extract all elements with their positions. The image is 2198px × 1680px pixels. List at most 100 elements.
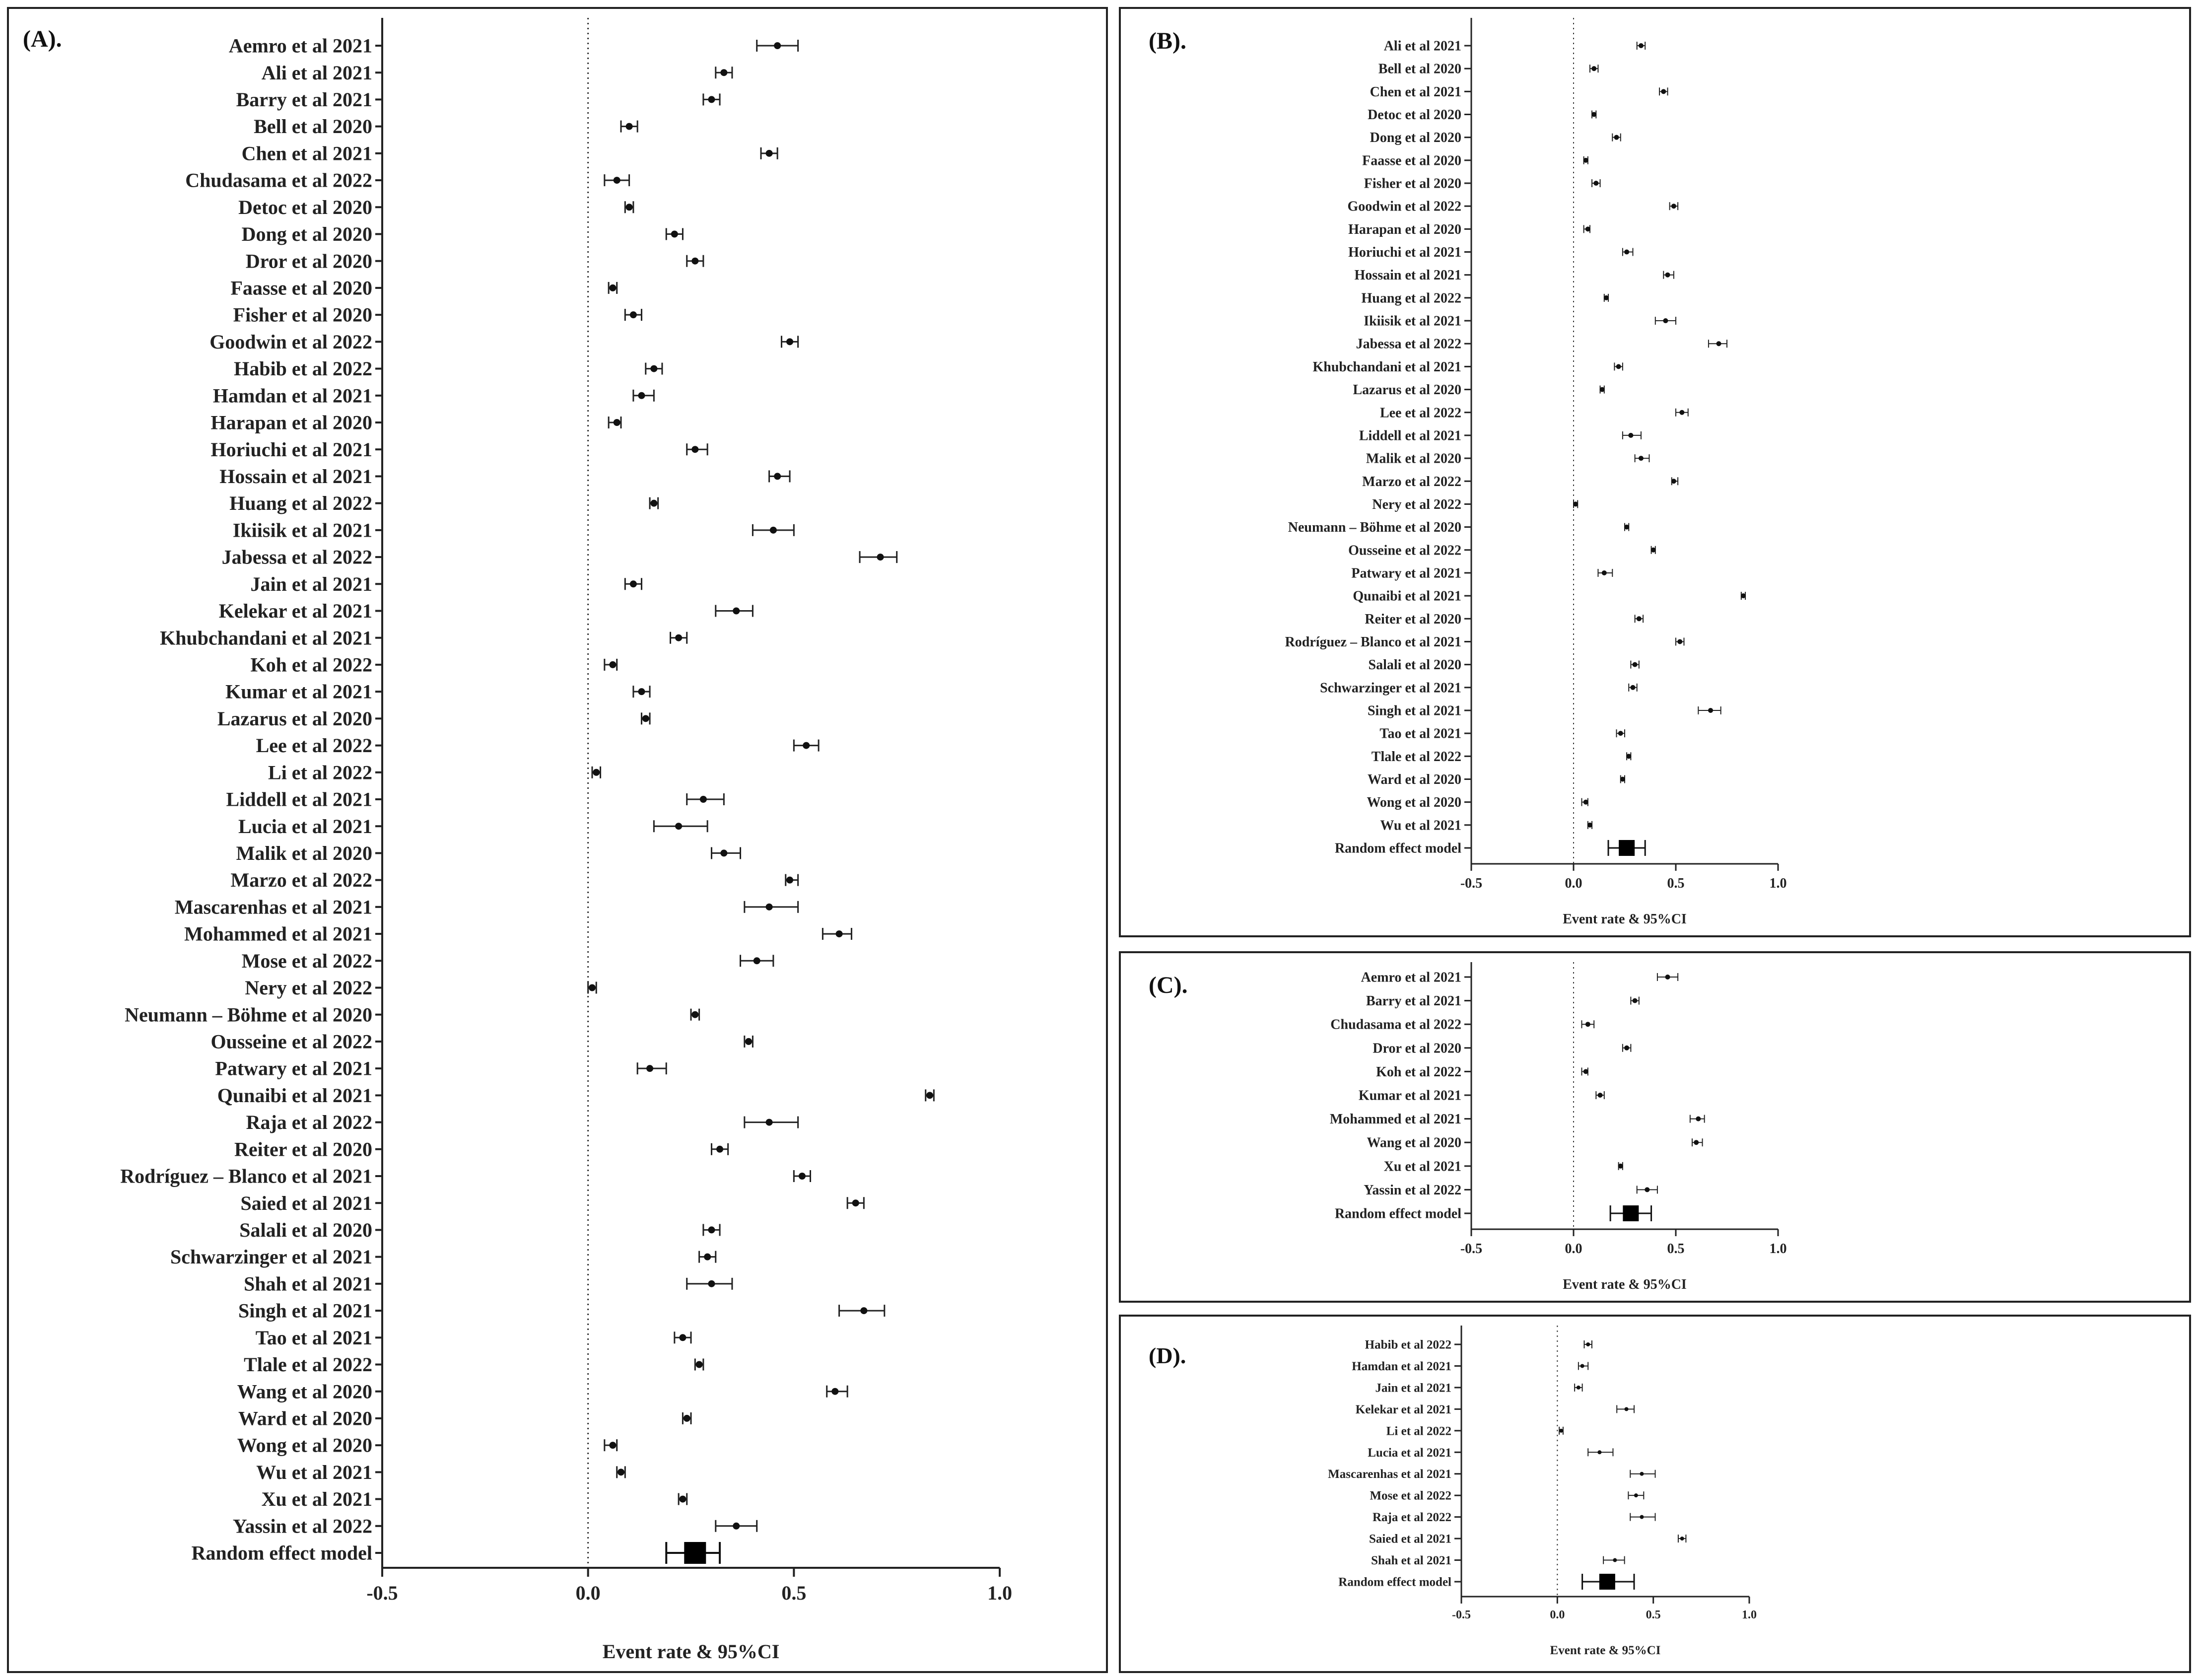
estimate-point-d-1 <box>1580 1364 1584 1368</box>
study-label-b-27: Salali et al 2020 <box>1369 657 1461 673</box>
estimate-point-a-14 <box>613 419 620 426</box>
x-axis-title-c: Event rate & 95%CI <box>1563 1277 1687 1292</box>
estimate-point-b-3 <box>1591 112 1597 117</box>
study-label-c-3: Dror et al 2020 <box>1373 1041 1461 1056</box>
study-label-c-9: Yassin et al 2022 <box>1364 1183 1461 1198</box>
estimate-point-d-2 <box>1576 1385 1580 1390</box>
study-label-a-55: Yassin et al 2022 <box>233 1515 372 1537</box>
estimate-point-b-12 <box>1663 318 1668 324</box>
study-label-a-24: Kumar et al 2021 <box>225 681 372 703</box>
study-label-b-6: Fisher et al 2020 <box>1364 176 1461 192</box>
forest-plot-c: (C). -0.5 0.0 0.5 1.0 Event rate & 95%CI Aemro… <box>1149 962 1787 1292</box>
study-label-a-41: Reiter et al 2020 <box>234 1138 372 1160</box>
panel-label-d: (D). <box>1149 1343 1186 1368</box>
estimate-point-a-20 <box>629 580 637 588</box>
estimate-point-b-21 <box>1624 524 1630 530</box>
estimate-point-a-24 <box>638 688 645 696</box>
study-label-a-35: Nery et al 2022 <box>245 977 372 999</box>
study-label-b-19: Marzo et al 2022 <box>1362 474 1461 490</box>
study-label-a-21: Kelekar et al 2021 <box>219 600 372 622</box>
estimate-point-b-10 <box>1665 272 1670 278</box>
x-tick-label-a-2: 0.5 <box>781 1582 806 1604</box>
study-label-a-11: Goodwin et al 2022 <box>209 331 372 353</box>
study-label-d-10: Shah et al 2021 <box>1371 1554 1451 1567</box>
study-label-a-15: Horiuchi et al 2021 <box>210 438 372 461</box>
study-label-a-54: Xu et al 2021 <box>262 1488 372 1510</box>
study-label-a-36: Neumann – Böhme et al 2020 <box>125 1003 372 1026</box>
study-label-b-4: Dong et al 2020 <box>1370 130 1461 145</box>
x-tick-label-d-3: 1.0 <box>1742 1609 1757 1621</box>
study-label-b-10: Hossain et al 2021 <box>1355 268 1461 283</box>
study-label-a-38: Patwary et al 2021 <box>215 1057 372 1080</box>
study-label-a-39: Qunaibi et al 2021 <box>217 1084 372 1107</box>
study-label-c-7: Wang et al 2020 <box>1367 1135 1461 1151</box>
study-label-b-3: Detoc et al 2020 <box>1368 107 1461 123</box>
study-label-b-12: Ikiisik et al 2021 <box>1364 314 1461 329</box>
estimate-point-b-16 <box>1679 410 1685 415</box>
estimate-point-b-32 <box>1620 776 1625 782</box>
estimate-point-d-4 <box>1559 1428 1564 1433</box>
estimate-point-a-17 <box>650 499 658 507</box>
study-label-d-1: Hamdan et al 2021 <box>1352 1360 1451 1373</box>
summary-label-b: Random effect model <box>1335 841 1461 856</box>
study-label-a-22: Khubchandani et al 2021 <box>160 627 372 649</box>
estimate-point-a-2 <box>708 96 715 103</box>
estimate-point-a-30 <box>720 849 728 857</box>
study-label-b-29: Singh et al 2021 <box>1368 703 1461 718</box>
study-label-b-32: Ward et al 2020 <box>1368 772 1461 787</box>
estimate-point-b-31 <box>1626 754 1632 759</box>
estimate-point-a-48 <box>679 1334 687 1341</box>
estimate-point-a-36 <box>691 1011 699 1018</box>
estimate-point-a-54 <box>679 1495 687 1503</box>
estimate-point-a-55 <box>733 1522 740 1530</box>
x-tick-label-b-3: 1.0 <box>1770 876 1787 891</box>
study-label-a-12: Habib et al 2022 <box>234 357 372 380</box>
estimate-point-a-18 <box>769 526 777 534</box>
study-label-d-4: Li et al 2022 <box>1386 1424 1451 1438</box>
study-label-c-0: Aemro et al 2021 <box>1361 970 1461 985</box>
estimate-point-c-6 <box>1696 1116 1701 1121</box>
study-label-b-16: Lee et al 2022 <box>1380 405 1461 420</box>
estimate-point-a-0 <box>774 42 781 49</box>
estimate-point-a-7 <box>671 230 678 238</box>
x-tick-label-d-1: 0.0 <box>1550 1609 1565 1621</box>
x-tick-label-d-2: 0.5 <box>1646 1609 1661 1621</box>
estimate-point-a-4 <box>765 149 773 157</box>
study-label-b-20: Nery et al 2022 <box>1372 497 1461 512</box>
estimate-point-d-7 <box>1634 1493 1638 1498</box>
study-label-b-28: Schwarzinger et al 2021 <box>1320 680 1461 696</box>
study-label-b-11: Huang et al 2022 <box>1362 290 1461 306</box>
estimate-point-a-22 <box>675 634 683 641</box>
estimate-point-a-1 <box>720 69 728 76</box>
study-label-b-33: Wong et al 2020 <box>1367 795 1461 810</box>
study-label-a-32: Mascarenhas et al 2021 <box>175 896 372 918</box>
study-label-d-9: Saied et al 2021 <box>1369 1533 1451 1546</box>
estimate-point-a-42 <box>798 1173 806 1180</box>
study-label-a-37: Ousseine et al 2022 <box>210 1031 372 1053</box>
forest-panel-c: (C). -0.5 0.0 0.5 1.0 Event rate & 95%CI Aemro… <box>1119 951 2191 1303</box>
study-label-b-8: Harapan et al 2020 <box>1348 222 1461 237</box>
estimate-point-a-50 <box>831 1388 839 1395</box>
study-label-b-2: Chen et al 2021 <box>1370 84 1461 100</box>
study-label-a-5: Chudasama et al 2022 <box>185 169 372 192</box>
estimate-point-b-33 <box>1583 799 1588 805</box>
estimate-point-b-7 <box>1671 204 1676 209</box>
forest-panel-a: (A). -0.5 0.0 0.5 1.0 Event rate & 95%CI Aemro… <box>7 7 1108 1673</box>
estimate-point-b-17 <box>1628 432 1634 438</box>
study-label-d-6: Mascarenhas et al 2021 <box>1328 1468 1451 1481</box>
study-label-b-23: Patwary et al 2021 <box>1351 565 1461 581</box>
estimate-point-a-44 <box>708 1226 715 1234</box>
study-label-a-43: Saied et al 2021 <box>240 1192 372 1214</box>
estimate-point-a-51 <box>683 1414 690 1422</box>
estimate-point-a-19 <box>877 554 884 561</box>
estimate-point-b-14 <box>1616 364 1621 369</box>
estimate-point-a-35 <box>588 984 596 991</box>
estimate-point-a-3 <box>625 123 633 130</box>
estimate-point-b-13 <box>1716 341 1721 347</box>
estimate-point-c-2 <box>1585 1022 1590 1027</box>
estimate-point-d-3 <box>1624 1407 1629 1411</box>
estimate-point-b-8 <box>1585 226 1590 232</box>
estimate-point-c-8 <box>1618 1163 1623 1169</box>
summary-estimate-square-b <box>1619 840 1635 856</box>
estimate-point-a-11 <box>786 338 794 346</box>
